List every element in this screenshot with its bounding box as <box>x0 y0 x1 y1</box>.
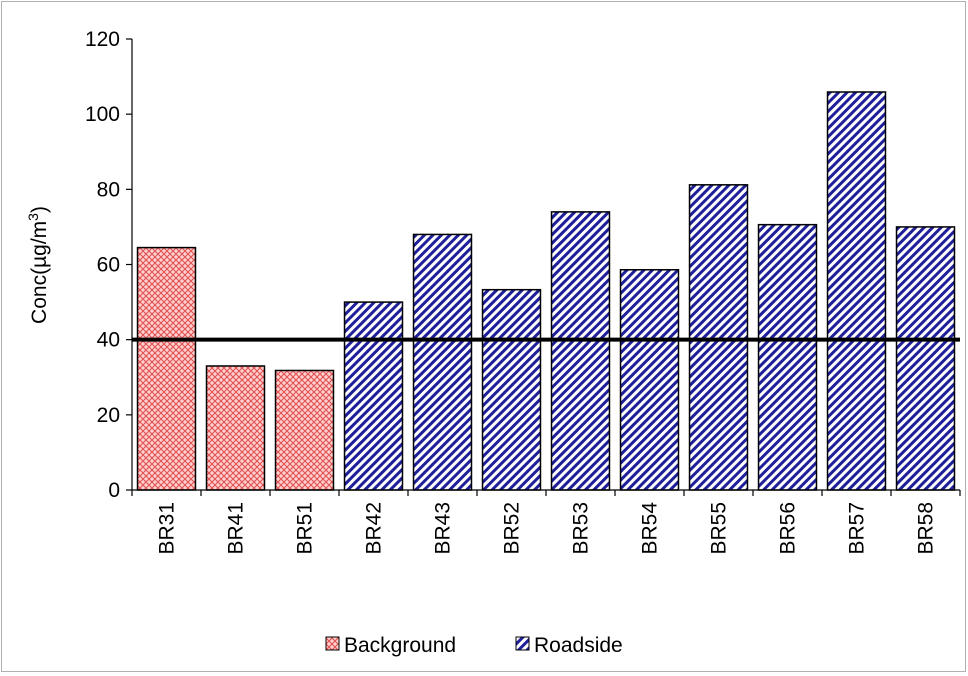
bar-br42 <box>343 301 404 491</box>
y-tick-label: 60 <box>97 254 120 277</box>
y-tick-label: 40 <box>97 329 120 352</box>
x-tick-label-br43: BR43 <box>432 502 455 555</box>
legend-swatch-roadside <box>515 636 530 651</box>
x-tick-label-br54: BR54 <box>639 502 662 555</box>
x-tick-label-br57: BR57 <box>846 502 869 555</box>
bar-br54 <box>619 269 680 491</box>
bar-br41 <box>205 365 266 491</box>
bar-br52 <box>481 288 542 491</box>
y-tick-labels: 0 20 40 60 80 100 120 <box>85 28 120 502</box>
x-tick-label-br55: BR55 <box>708 502 731 555</box>
x-tick-label-br56: BR56 <box>777 502 800 555</box>
bar-br53 <box>550 211 611 491</box>
y-tick-label: 0 <box>108 479 120 502</box>
x-tick-label-br31: BR31 <box>156 502 179 555</box>
y-axis-title: Conc(µg/m3) <box>25 206 51 324</box>
bar-br56 <box>757 223 818 491</box>
x-tick-label-br52: BR52 <box>501 502 524 555</box>
x-tick-labels: BR31 BR41 BR51 BR42 BR43 BR52 BR53 BR54 BR55 BR56… <box>156 502 938 555</box>
legend-label-roadside: Roadside <box>534 634 623 657</box>
axis-layer <box>126 38 961 496</box>
legend-swatch-background <box>325 636 340 651</box>
bar-br31 <box>136 246 197 491</box>
x-tick-label-br51: BR51 <box>294 502 317 555</box>
y-tick-label: 80 <box>97 178 120 201</box>
x-tick-label-br58: BR58 <box>915 502 938 555</box>
legend-label-background: Background <box>344 634 456 657</box>
legend: Background Roadside <box>325 634 623 657</box>
x-tick-label-br42: BR42 <box>363 502 386 555</box>
x-tick-label-br41: BR41 <box>225 502 248 555</box>
bar-br58 <box>895 226 956 491</box>
bars-layer <box>136 91 956 491</box>
bar-br55 <box>688 184 749 491</box>
bar-br43 <box>412 233 473 491</box>
y-tick-label: 100 <box>85 103 120 126</box>
x-tick-label-br53: BR53 <box>570 502 593 555</box>
y-tick-label: 20 <box>97 404 120 427</box>
y-tick-label: 120 <box>85 28 120 51</box>
bar-br57 <box>826 91 887 491</box>
bar-br51 <box>274 369 335 491</box>
